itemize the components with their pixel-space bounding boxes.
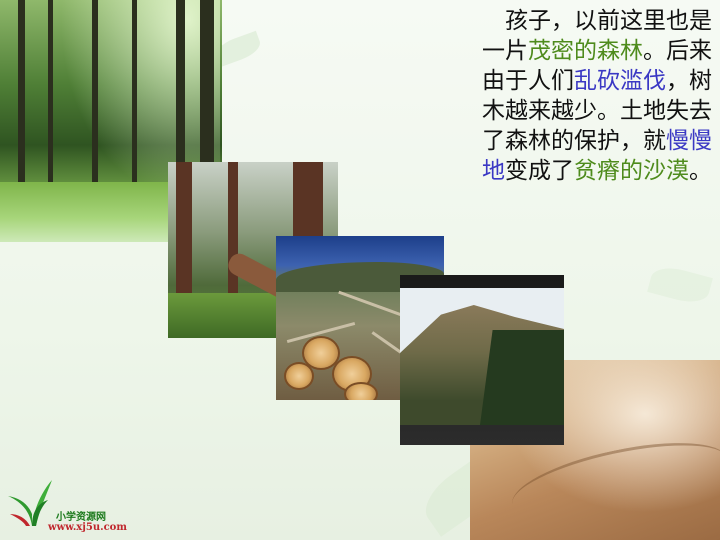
clear-cut-hill-photo xyxy=(400,275,564,445)
tree-trunk xyxy=(18,0,25,185)
logo-url: www.xj5u.com xyxy=(48,522,127,533)
text-run: ，树木越来越少。土地失去了森林的保护，就 xyxy=(482,68,712,154)
log-end xyxy=(344,382,378,400)
tree-trunk xyxy=(92,0,98,185)
log-end xyxy=(284,362,314,390)
tree-trunk xyxy=(176,162,192,302)
tree-trunk xyxy=(176,0,185,185)
text-run: 变成了 xyxy=(505,158,574,184)
tree-trunk xyxy=(48,0,53,185)
logo-name: 小学资源网 xyxy=(56,512,106,523)
text-run: 孩子，以前这里也是一片 xyxy=(482,8,712,64)
dense-forest-photo xyxy=(0,0,222,242)
text-run-highlight-green: 茂密的森林 xyxy=(528,38,643,64)
story-paragraph: 孩子，以前这里也是一片茂密的森林。后来由于人们乱砍滥伐，树木越来越少。土地失去了… xyxy=(482,6,712,186)
text-run: 。 xyxy=(689,158,712,184)
text-run: 。后来由于人们 xyxy=(482,38,712,94)
sprout-icon xyxy=(8,480,52,526)
text-run-highlight-blue: 慢慢地 xyxy=(482,128,712,184)
site-logo: 小学资源网 www.xj5u.com xyxy=(0,472,140,540)
tree-trunk xyxy=(132,0,137,185)
tree-trunk xyxy=(228,162,238,302)
background-leaf xyxy=(647,262,713,308)
text-run-highlight-green: 贫瘠的沙漠 xyxy=(574,158,689,184)
remaining-trees xyxy=(480,330,564,425)
tree-trunk xyxy=(200,0,214,185)
text-run-highlight-blue: 乱砍滥伐 xyxy=(574,68,666,94)
